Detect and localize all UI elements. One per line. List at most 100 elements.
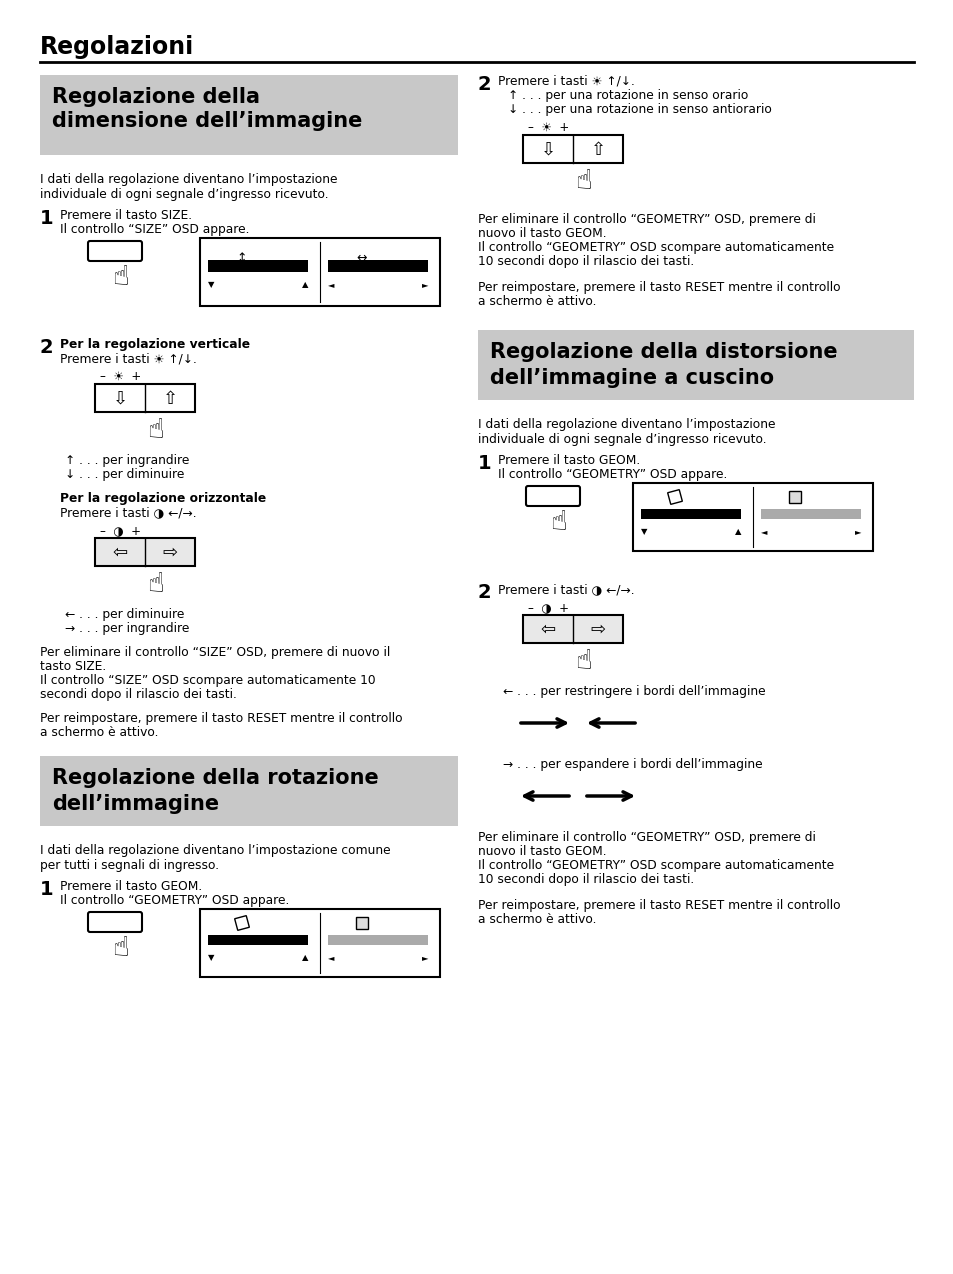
Text: Per eliminare il controllo “GEOMETRY” OSD, premere di: Per eliminare il controllo “GEOMETRY” OS… (477, 831, 815, 843)
Text: Premere i tasti ☀ ↑/↓.: Premere i tasti ☀ ↑/↓. (60, 352, 196, 364)
Bar (40, 755, 457, 826)
Text: –  ◑  +: – ◑ + (100, 524, 141, 538)
Text: I dati della regolazione diventano l’impostazione comune
per tutti i segnali di : I dati della regolazione diventano l’imp… (40, 843, 390, 871)
Text: ►: ► (421, 953, 428, 962)
FancyBboxPatch shape (88, 241, 142, 261)
Text: Il controllo “GEOMETRY” OSD appare.: Il controllo “GEOMETRY” OSD appare. (497, 468, 726, 482)
Text: nuovo il tasto GEOM.: nuovo il tasto GEOM. (477, 845, 606, 857)
Text: secondi dopo il rilascio dei tasti.: secondi dopo il rilascio dei tasti. (40, 688, 236, 701)
Text: a schermo è attivo.: a schermo è attivo. (477, 296, 596, 308)
Text: Regolazioni: Regolazioni (40, 34, 194, 59)
Text: ☝: ☝ (574, 647, 591, 675)
Text: Per la regolazione verticale: Per la regolazione verticale (60, 338, 250, 352)
Bar (788, 490, 801, 503)
Text: 1: 1 (40, 209, 53, 228)
Text: Regolazione della distorsione: Regolazione della distorsione (490, 341, 837, 362)
Text: 1: 1 (40, 880, 53, 899)
Text: Il controllo “GEOMETRY” OSD scompare automaticamente: Il controllo “GEOMETRY” OSD scompare aut… (477, 859, 833, 871)
Text: Premere i tasti ◑ ←/→.: Premere i tasti ◑ ←/→. (60, 506, 196, 519)
Text: Premere i tasti ◑ ←/→.: Premere i tasti ◑ ←/→. (497, 583, 634, 596)
Text: ◄: ◄ (760, 527, 767, 536)
Bar (522, 615, 622, 643)
Text: ⇩: ⇩ (112, 390, 128, 408)
Text: dell’immagine a cuscino: dell’immagine a cuscino (490, 368, 773, 389)
Text: 2: 2 (40, 338, 53, 357)
Text: Regolazione della: Regolazione della (52, 87, 260, 107)
Text: ►: ► (854, 527, 861, 536)
Text: 1: 1 (477, 454, 491, 473)
Text: 2: 2 (477, 583, 491, 603)
Bar (95, 383, 194, 412)
Text: ►: ► (421, 280, 428, 289)
Bar (522, 135, 622, 163)
Bar (477, 330, 913, 400)
Text: → . . . per ingrandire: → . . . per ingrandire (65, 622, 190, 634)
Text: ▲: ▲ (302, 280, 308, 289)
Text: ☝: ☝ (112, 934, 129, 962)
Text: Per reimpostare, premere il tasto RESET mentre il controllo: Per reimpostare, premere il tasto RESET … (40, 712, 402, 725)
Text: ▲: ▲ (302, 953, 308, 962)
Text: ↑ . . . per una rotazione in senso orario: ↑ . . . per una rotazione in senso orari… (507, 89, 747, 102)
Text: Il controllo “SIZE” OSD scompare automaticamente 10: Il controllo “SIZE” OSD scompare automat… (40, 674, 375, 687)
Text: dell’immagine: dell’immagine (52, 794, 219, 814)
Text: ▼: ▼ (208, 953, 214, 962)
Text: ↑ . . . per ingrandire: ↑ . . . per ingrandire (65, 454, 190, 468)
Bar (667, 489, 681, 505)
Text: Il controllo “GEOMETRY” OSD scompare automaticamente: Il controllo “GEOMETRY” OSD scompare aut… (477, 241, 833, 254)
FancyBboxPatch shape (525, 485, 579, 506)
Text: Regolazione della rotazione: Regolazione della rotazione (52, 768, 378, 789)
Text: ☝: ☝ (147, 569, 163, 598)
Text: ⇧: ⇧ (162, 390, 177, 408)
Bar (760, 510, 861, 519)
Text: dimensione dell’immagine: dimensione dell’immagine (52, 111, 362, 131)
Text: ⇦: ⇦ (112, 544, 128, 562)
Bar (234, 916, 249, 930)
Text: ☝: ☝ (574, 167, 591, 195)
Text: –  ☀  +: – ☀ + (527, 121, 569, 134)
Bar (200, 238, 439, 306)
Text: Premere il tasto GEOM.: Premere il tasto GEOM. (497, 454, 639, 468)
Text: ← . . . per restringere i bordi dell’immagine: ← . . . per restringere i bordi dell’imm… (502, 685, 765, 698)
Text: ← . . . per diminuire: ← . . . per diminuire (65, 608, 184, 620)
Text: ⇧: ⇧ (590, 141, 605, 159)
Text: Premere i tasti ☀ ↑/↓.: Premere i tasti ☀ ↑/↓. (497, 75, 634, 88)
Bar (328, 260, 428, 273)
Text: ☝: ☝ (147, 417, 163, 445)
Text: Il controllo “GEOMETRY” OSD appare.: Il controllo “GEOMETRY” OSD appare. (60, 894, 289, 907)
Text: ◄: ◄ (328, 953, 335, 962)
Text: Per reimpostare, premere il tasto RESET mentre il controllo: Per reimpostare, premere il tasto RESET … (477, 899, 840, 912)
Text: ↔: ↔ (356, 252, 367, 265)
Text: Per eliminare il controllo “GEOMETRY” OSD, premere di: Per eliminare il controllo “GEOMETRY” OS… (477, 213, 815, 225)
Bar (40, 75, 457, 155)
Text: Premere il tasto SIZE.: Premere il tasto SIZE. (60, 209, 192, 222)
Text: ▼: ▼ (640, 527, 647, 536)
Bar (95, 538, 194, 566)
Text: ⇦: ⇦ (539, 620, 555, 640)
Bar (328, 935, 428, 945)
Text: ▲: ▲ (734, 527, 740, 536)
Text: Per la regolazione orizzontale: Per la regolazione orizzontale (60, 492, 266, 505)
Text: → . . . per espandere i bordi dell’immagine: → . . . per espandere i bordi dell’immag… (502, 758, 761, 771)
Text: Premere il tasto GEOM.: Premere il tasto GEOM. (60, 880, 202, 893)
Text: ☝: ☝ (112, 262, 129, 290)
Bar (208, 260, 308, 273)
Text: nuovo il tasto GEOM.: nuovo il tasto GEOM. (477, 227, 606, 240)
Text: tasto SIZE.: tasto SIZE. (40, 660, 106, 673)
Bar (208, 935, 308, 945)
Text: a schermo è attivo.: a schermo è attivo. (477, 913, 596, 926)
FancyBboxPatch shape (88, 912, 142, 933)
Bar (633, 483, 872, 550)
Bar (640, 510, 740, 519)
Text: ↓ . . . per una rotazione in senso antiorario: ↓ . . . per una rotazione in senso antio… (507, 103, 771, 116)
Text: a schermo è attivo.: a schermo è attivo. (40, 726, 158, 739)
Text: Per reimpostare, premere il tasto RESET mentre il controllo: Per reimpostare, premere il tasto RESET … (477, 282, 840, 294)
Text: ⇨: ⇨ (162, 544, 177, 562)
Text: I dati della regolazione diventano l’impostazione
individuale di ogni segnale d’: I dati della regolazione diventano l’imp… (477, 418, 775, 446)
Text: I dati della regolazione diventano l’impostazione
individuale di ogni segnale d’: I dati della regolazione diventano l’imp… (40, 173, 337, 201)
Text: –  ☀  +: – ☀ + (100, 369, 141, 383)
Text: ☝: ☝ (549, 508, 566, 536)
Text: ▼: ▼ (208, 280, 214, 289)
Text: Il controllo “SIZE” OSD appare.: Il controllo “SIZE” OSD appare. (60, 223, 250, 236)
Bar (355, 917, 368, 929)
Text: Per eliminare il controllo “SIZE” OSD, premere di nuovo il: Per eliminare il controllo “SIZE” OSD, p… (40, 646, 390, 659)
